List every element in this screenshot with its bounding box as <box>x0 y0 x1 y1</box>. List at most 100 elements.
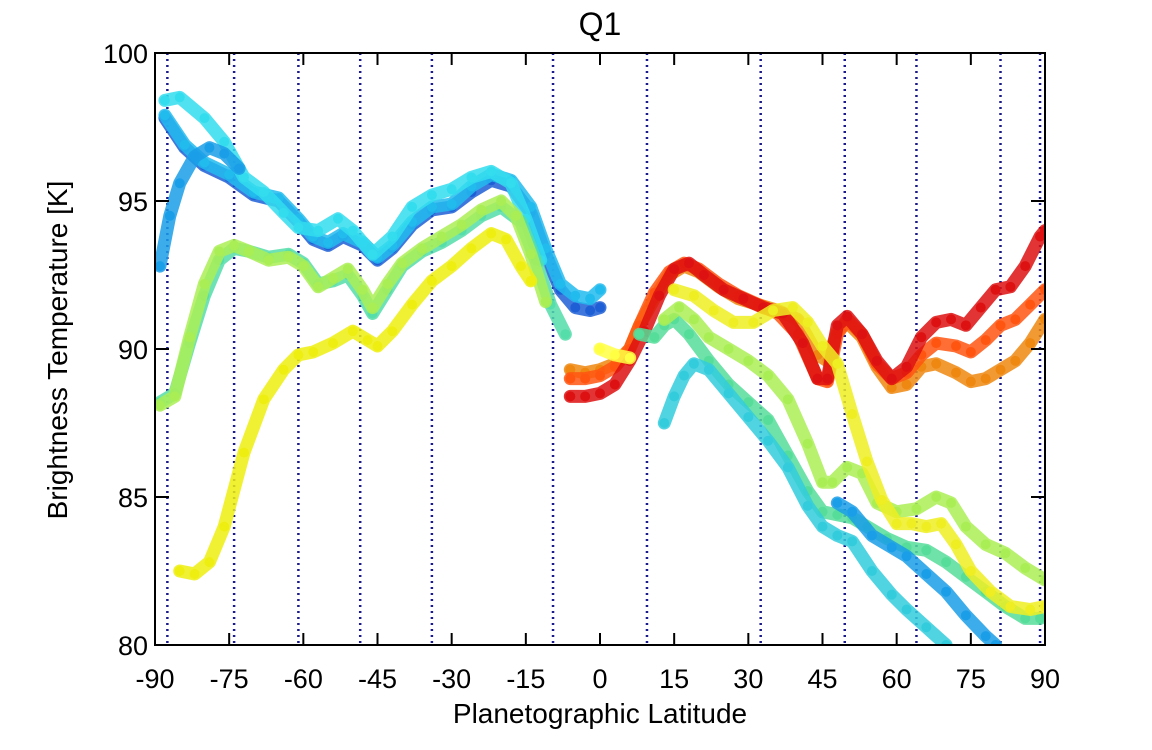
data-point <box>763 435 774 446</box>
data-point <box>417 243 427 254</box>
data-point <box>595 344 605 354</box>
data-point <box>510 210 521 221</box>
data-point <box>204 142 215 153</box>
data-point <box>649 332 660 343</box>
data-point <box>659 418 670 428</box>
data-point <box>802 317 813 328</box>
data-point <box>951 539 961 550</box>
data-point <box>525 275 536 286</box>
data-point <box>1020 563 1031 574</box>
data-point <box>960 320 971 331</box>
data-point <box>1040 314 1045 325</box>
data-point <box>965 566 976 576</box>
axis-ticks: -90 -75 -60 -45 -30 -15 0 15 30 45 60 75 90 80 85 90 95 1… <box>103 39 1060 694</box>
data-point <box>407 201 418 212</box>
data-point <box>980 335 991 346</box>
data-point <box>595 284 605 295</box>
data-point <box>1040 574 1045 585</box>
data-point <box>1010 355 1021 366</box>
data-point <box>817 521 828 532</box>
data-point <box>634 329 645 340</box>
data-point <box>609 379 620 390</box>
series-15 <box>657 301 1045 587</box>
data-point <box>738 293 749 304</box>
data-point <box>283 252 294 263</box>
data-point <box>985 586 996 597</box>
data-point <box>906 518 917 529</box>
data-point <box>1025 338 1036 349</box>
data-point <box>580 373 591 384</box>
data-point <box>862 456 872 467</box>
data-point <box>565 391 576 402</box>
data-point <box>698 270 709 280</box>
data-point <box>609 349 620 360</box>
data-point <box>189 151 200 162</box>
data-point <box>466 243 477 254</box>
data-series <box>155 90 1045 645</box>
data-point <box>817 341 828 352</box>
data-point <box>328 272 338 283</box>
data-point <box>214 246 225 257</box>
data-point <box>199 113 210 124</box>
data-point <box>812 373 823 384</box>
data-point <box>456 219 467 230</box>
data-point <box>155 400 165 411</box>
data-point <box>239 172 249 183</box>
data-point <box>189 568 200 579</box>
data-point <box>847 409 858 420</box>
data-point <box>313 225 324 236</box>
data-point <box>496 196 507 206</box>
data-point <box>234 163 245 174</box>
data-point <box>965 346 976 357</box>
data-point <box>931 492 942 502</box>
data-point <box>1025 299 1036 310</box>
data-point <box>293 349 304 360</box>
data-point <box>763 415 774 426</box>
data-point <box>169 391 180 402</box>
data-point <box>308 346 319 357</box>
data-point <box>886 382 897 393</box>
data-point <box>921 568 932 579</box>
data-point <box>871 355 882 366</box>
data-point <box>1020 613 1031 624</box>
series-4 <box>155 141 246 273</box>
x-tick-label: 15 <box>659 664 689 694</box>
data-point <box>768 305 779 316</box>
data-point <box>847 506 858 517</box>
x-tick-label: 45 <box>807 664 837 694</box>
data-point <box>239 447 249 458</box>
data-point <box>436 231 447 242</box>
data-point <box>1000 548 1011 559</box>
data-point <box>219 521 230 532</box>
data-point <box>728 317 739 328</box>
data-point <box>1035 613 1045 624</box>
data-point <box>703 364 714 375</box>
x-axis-label: Planetographic Latitude <box>453 698 747 729</box>
data-point <box>832 497 843 508</box>
data-point <box>506 178 516 189</box>
y-tick-label: 90 <box>118 335 148 365</box>
data-point <box>669 284 680 295</box>
data-point <box>743 355 754 366</box>
x-tick-label: 90 <box>1030 664 1060 694</box>
data-point <box>669 391 680 402</box>
data-point <box>674 302 685 313</box>
data-point <box>743 412 754 423</box>
data-point <box>782 394 793 405</box>
data-point <box>342 264 353 275</box>
y-tick-label: 80 <box>118 631 148 661</box>
data-point <box>367 249 378 260</box>
data-point <box>876 494 887 505</box>
x-tick-label: 0 <box>592 664 607 694</box>
series-6 <box>155 194 553 412</box>
data-point <box>278 364 289 375</box>
chart-title: Q1 <box>579 6 622 42</box>
x-tick-label: -30 <box>432 664 471 694</box>
data-point <box>901 361 912 372</box>
data-point <box>347 225 358 236</box>
data-point <box>224 169 235 180</box>
data-point <box>679 370 690 381</box>
data-point <box>748 317 759 328</box>
data-point <box>965 376 976 387</box>
data-point <box>595 388 605 399</box>
